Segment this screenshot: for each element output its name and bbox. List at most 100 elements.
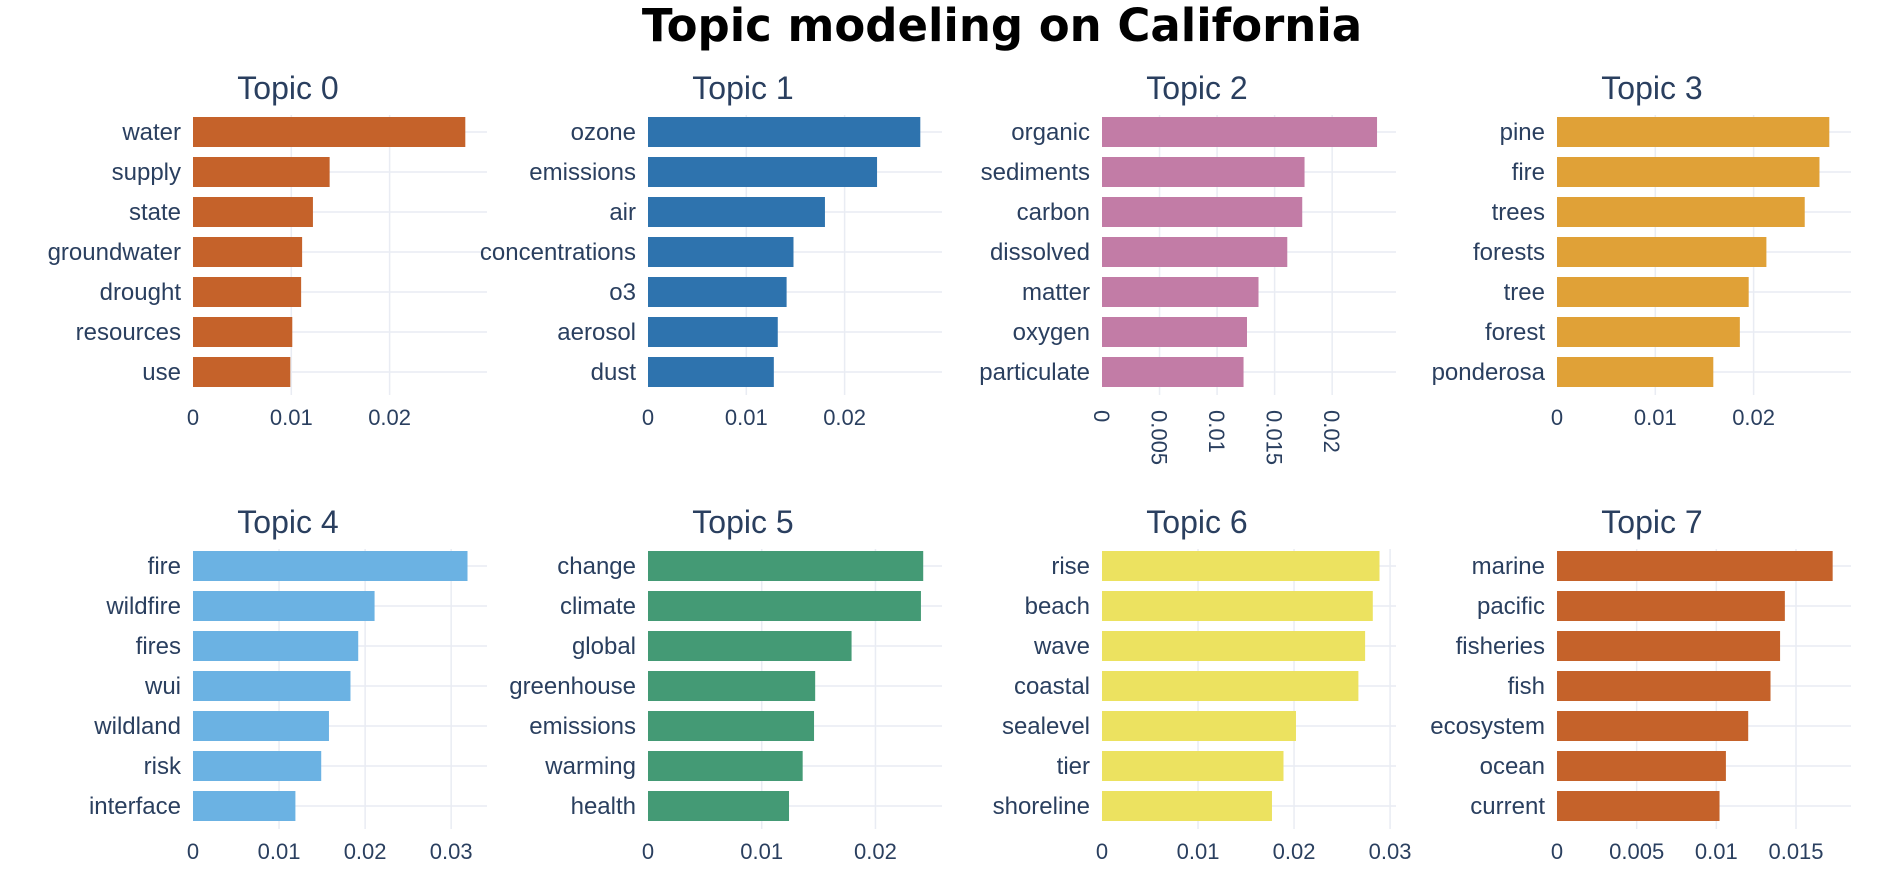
category-label: state bbox=[129, 199, 181, 226]
category-label: emissions bbox=[529, 159, 636, 186]
x-tick-label: 0 bbox=[1551, 839, 1563, 864]
category-label: organic bbox=[1011, 119, 1090, 146]
bar bbox=[1557, 157, 1820, 187]
bar bbox=[648, 631, 852, 661]
topic-panel: Topic 0 water supply state groundwater drough… bbox=[48, 70, 487, 430]
category-label: dust bbox=[591, 359, 637, 386]
category-label: marine bbox=[1472, 553, 1545, 580]
bar bbox=[1102, 791, 1272, 821]
figure-title: Topic modeling on California bbox=[642, 0, 1362, 52]
category-label: tier bbox=[1057, 753, 1090, 780]
category-label: pacific bbox=[1477, 593, 1545, 620]
category-label: climate bbox=[560, 593, 636, 620]
category-label: particulate bbox=[979, 359, 1090, 386]
bar bbox=[648, 317, 778, 347]
bar bbox=[1102, 277, 1259, 307]
bar bbox=[648, 551, 924, 581]
bar bbox=[1102, 157, 1305, 187]
bar bbox=[193, 157, 330, 187]
x-tick-label: 0.015 bbox=[1768, 839, 1823, 864]
bar bbox=[1557, 317, 1740, 347]
bar bbox=[648, 751, 803, 781]
x-tick-label: 0.03 bbox=[1369, 839, 1412, 864]
topic-panel: Topic 4 fire wildfire fires wui wildland risk i… bbox=[89, 504, 487, 864]
bar bbox=[648, 197, 825, 227]
category-label: ozone bbox=[571, 119, 636, 146]
category-label: rise bbox=[1051, 553, 1090, 580]
bar bbox=[1102, 591, 1373, 621]
bar bbox=[1557, 197, 1805, 227]
x-tick-label: 0.02 bbox=[344, 839, 387, 864]
x-tick-label: 0.01 bbox=[258, 839, 301, 864]
category-label: fish bbox=[1508, 673, 1545, 700]
category-label: wui bbox=[144, 673, 181, 700]
category-label: concentrations bbox=[480, 239, 636, 266]
bar bbox=[1102, 711, 1296, 741]
category-label: pine bbox=[1500, 119, 1545, 146]
bar bbox=[1102, 671, 1359, 701]
topic-panel: Topic 5 change climate global greenhouse emis… bbox=[509, 504, 942, 864]
panel-title: Topic 6 bbox=[1146, 504, 1247, 540]
bar bbox=[1557, 711, 1749, 741]
bar bbox=[648, 791, 790, 821]
category-label: trees bbox=[1492, 199, 1545, 226]
x-tick-label: 0.02 bbox=[1732, 405, 1775, 430]
bar bbox=[1557, 671, 1771, 701]
category-label: global bbox=[572, 633, 636, 660]
bar bbox=[1102, 237, 1288, 267]
panel-title: Topic 3 bbox=[1601, 70, 1702, 106]
category-label: greenhouse bbox=[509, 673, 636, 700]
x-tick-label: 0 bbox=[1089, 410, 1114, 422]
bar bbox=[648, 237, 794, 267]
bar bbox=[1102, 631, 1366, 661]
bar bbox=[193, 671, 351, 701]
topic-panel: Topic 3 pine fire trees forests tree forest pon… bbox=[1432, 70, 1851, 430]
bar bbox=[193, 631, 359, 661]
x-tick-label: 0.01 bbox=[1177, 839, 1220, 864]
category-label: forests bbox=[1473, 239, 1545, 266]
x-tick-label: 0.01 bbox=[1204, 410, 1229, 453]
x-tick-label: 0 bbox=[642, 405, 654, 430]
category-label: wave bbox=[1033, 633, 1090, 660]
topic-panel: Topic 7 marine pacific fisheries fish ecosyst… bbox=[1430, 504, 1851, 864]
x-tick-label: 0.01 bbox=[1634, 405, 1677, 430]
category-label: change bbox=[557, 553, 636, 580]
category-label: fire bbox=[148, 553, 181, 580]
topic-panel: Topic 1 ozone emissions air concentrations o3… bbox=[480, 70, 942, 430]
bar bbox=[1557, 237, 1767, 267]
bar bbox=[1557, 117, 1830, 147]
category-label: carbon bbox=[1017, 199, 1090, 226]
category-label: fire bbox=[1512, 159, 1545, 186]
category-label: fires bbox=[136, 633, 181, 660]
bar bbox=[648, 277, 787, 307]
category-label: coastal bbox=[1014, 673, 1090, 700]
category-label: groundwater bbox=[48, 239, 181, 266]
x-tick-label: 0.03 bbox=[430, 839, 473, 864]
category-label: forest bbox=[1485, 319, 1545, 346]
x-tick-label: 0 bbox=[187, 839, 199, 864]
panel-title: Topic 5 bbox=[692, 504, 793, 540]
bar bbox=[1102, 357, 1244, 387]
x-tick-label: 0.02 bbox=[854, 839, 897, 864]
category-label: matter bbox=[1022, 279, 1090, 306]
category-label: water bbox=[121, 119, 181, 146]
bar bbox=[1557, 357, 1714, 387]
category-label: health bbox=[571, 793, 636, 820]
bar bbox=[648, 591, 921, 621]
bar bbox=[193, 551, 468, 581]
bar bbox=[193, 197, 313, 227]
bar bbox=[648, 711, 815, 741]
category-label: sealevel bbox=[1002, 713, 1090, 740]
bar bbox=[193, 237, 303, 267]
category-label: fisheries bbox=[1456, 633, 1545, 660]
topic-panels: Topic 0 water supply state groundwater drough… bbox=[48, 70, 1851, 864]
x-tick-label: 0 bbox=[1096, 839, 1108, 864]
category-label: ponderosa bbox=[1432, 359, 1546, 386]
bar bbox=[1557, 591, 1785, 621]
bar bbox=[193, 317, 293, 347]
category-label: emissions bbox=[529, 713, 636, 740]
x-tick-label: 0 bbox=[1551, 405, 1563, 430]
x-tick-label: 0.01 bbox=[740, 839, 783, 864]
bar bbox=[1102, 117, 1378, 147]
bar bbox=[193, 591, 375, 621]
